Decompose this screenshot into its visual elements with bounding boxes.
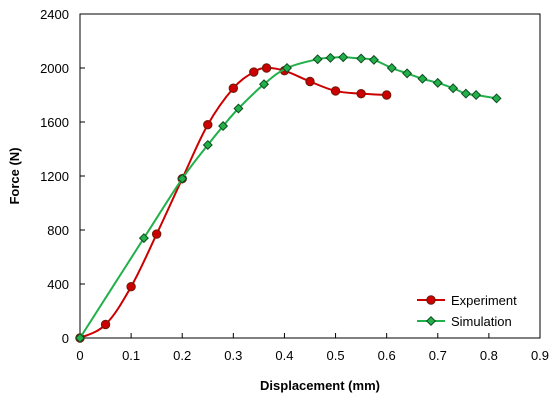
y-axis-title: Force (N) [7, 147, 22, 204]
axes: 0 0.1 0.2 0.3 0.4 0.5 0.6 0.7 0.8 0.9 0 400 800 1200 1… [7, 7, 549, 393]
simulation-point [177, 173, 188, 184]
x-tick-label: 0.6 [378, 348, 396, 363]
simulation-point [448, 83, 459, 94]
simulation-point [368, 54, 379, 65]
x-tick-label: 0.1 [122, 348, 140, 363]
legend-simulation-label: Simulation [451, 314, 512, 329]
simulation-point [233, 103, 244, 114]
experiment-point [151, 229, 162, 239]
simulation-point [281, 62, 293, 74]
series-experiment [75, 63, 392, 343]
y-tick-label: 400 [47, 277, 69, 292]
legend: Experiment Simulation [417, 293, 517, 329]
simulation-point [202, 139, 213, 150]
experiment-point [381, 90, 392, 100]
simulation-point [417, 73, 428, 84]
simulation-point [218, 121, 229, 132]
y-tick-label: 800 [47, 223, 69, 238]
x-tick-label: 0.5 [327, 348, 345, 363]
simulation-point [402, 68, 413, 79]
simulation-point [258, 79, 270, 90]
simulation-point [74, 332, 86, 344]
simulation-point [471, 89, 482, 101]
x-tick-label: 0.3 [224, 348, 242, 363]
experiment-line [79, 66, 387, 339]
experiment-point [261, 63, 272, 73]
experiment-point [126, 282, 136, 292]
simulation-point [138, 233, 149, 244]
y-tick-label: 2400 [40, 7, 69, 22]
simulation-point [491, 93, 502, 104]
x-tick-label: 0.4 [275, 348, 293, 363]
legend-experiment-marker [426, 295, 436, 305]
plot-frame [79, 13, 541, 339]
x-tick-label: 0.8 [480, 348, 498, 363]
simulation-point [338, 52, 349, 63]
experiment-point [100, 319, 111, 330]
simulation-point [432, 77, 443, 88]
x-axis-title: Displacement (mm) [260, 378, 380, 393]
y-tick-label: 1200 [40, 169, 69, 184]
experiment-point [203, 120, 213, 130]
simulation-point [312, 54, 323, 65]
x-tick-label: 0 [76, 348, 83, 363]
series-simulation [74, 52, 502, 344]
experiment-point [249, 67, 259, 77]
x-tick-label: 0.9 [531, 348, 549, 363]
series-layer [74, 52, 502, 344]
y-tick-label: 1600 [40, 115, 69, 130]
experiment-point [330, 86, 341, 96]
simulation-line [79, 56, 497, 339]
x-tick-label: 0.2 [173, 348, 191, 363]
experiment-point [356, 88, 366, 99]
simulation-point [460, 88, 471, 99]
experiment-point [228, 83, 239, 93]
experiment-point [305, 76, 315, 87]
x-tick-label: 0.7 [429, 348, 447, 363]
simulation-point [325, 52, 336, 63]
legend-simulation-marker [425, 315, 437, 327]
legend-experiment-label: Experiment [451, 293, 517, 308]
simulation-point [386, 62, 397, 74]
y-tick-label: 0 [62, 331, 69, 346]
y-tick-label: 2000 [40, 61, 69, 76]
simulation-point [356, 53, 367, 64]
